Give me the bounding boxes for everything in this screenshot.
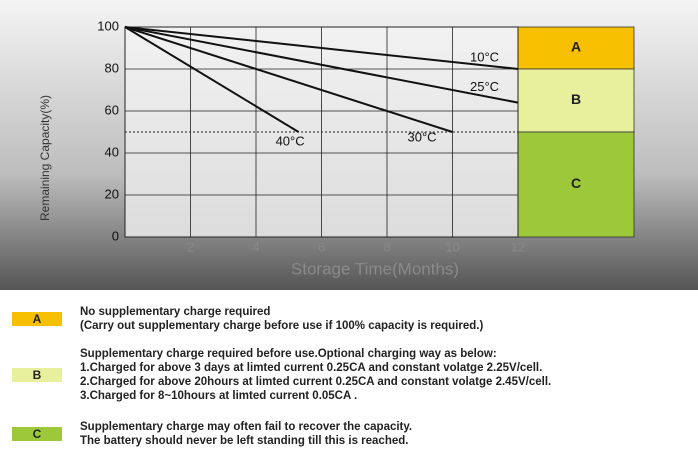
x-tick-label: 10 [445,239,459,254]
series-line [124,26,453,133]
series-label: 40°C [276,133,305,148]
note-badge [12,312,62,326]
note-text: 3.Charged for 8~10hours at limted curren… [80,390,357,402]
y-axis-title: Remaining Capacity(%) [38,95,52,221]
notes: A No supplementary charge required (Carry … [12,306,551,447]
zone [517,68,635,133]
y-tick-label: 0 [112,228,119,243]
note-badge-label: A [33,312,42,326]
note-text: 1.Charged for above 3 days at limted cur… [80,362,542,374]
series-line [124,26,519,70]
y-tick-label: 40 [105,144,119,159]
x-tick-label: 8 [383,239,390,254]
chart: 2 4 6 8 10 12 0 20 40 60 80 100 A B C 10°C 25°C 30°C 40°C [97,18,635,254]
y-tick-label: 60 [105,102,119,117]
series-label: 10°C [470,49,499,64]
series-label: 30°C [408,129,437,144]
series-label: 25°C [470,79,499,94]
series-line [124,26,300,133]
note-text: Supplementary charge may often fail to r… [80,421,412,433]
plot-frame [124,26,519,238]
x-tick-label: 4 [252,239,259,254]
note-text: (Carry out supplementary charge before u… [80,320,483,332]
note-text: No supplementary charge required [80,306,270,318]
zone-label: B [571,91,581,107]
series-line [124,26,519,104]
zone-label: A [571,39,581,55]
note-text: The battery should never be left standin… [80,435,408,447]
note-badge [12,368,62,382]
y-tick-label: 20 [105,186,119,201]
note-badge-label: B [33,368,42,382]
y-tick-label: 80 [105,60,119,75]
zone-label: C [571,175,581,191]
note-text: 2.Charged for above 20hours at limted cu… [80,376,551,388]
y-tick-label: 100 [97,18,119,33]
note-badge [12,427,62,441]
note-badge-label: C [33,427,42,441]
zone [517,131,635,238]
zone [517,26,635,70]
x-tick-label: 12 [511,239,525,254]
x-tick-label: 2 [187,239,194,254]
note-text: Supplementary charge required before use… [80,348,497,360]
x-tick-label: 6 [318,239,325,254]
x-axis-title: Storage Time(Months) [291,259,459,278]
